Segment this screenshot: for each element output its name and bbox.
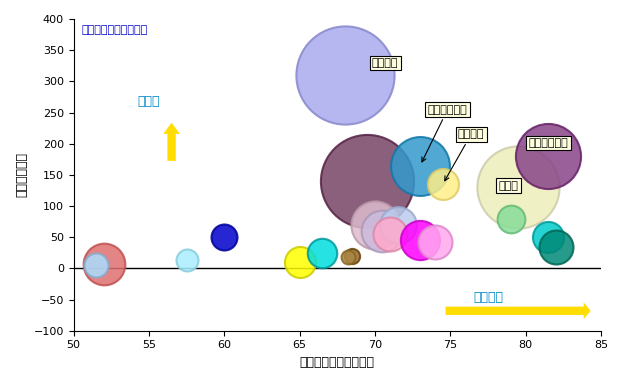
Point [392, 222, 402, 228]
Point [378, 228, 388, 234]
Y-axis label: 権利者スコア: 権利者スコア [15, 152, 28, 197]
Point [91, 262, 101, 268]
Text: 三井金属鉱業: 三井金属鉱業 [422, 104, 467, 162]
Text: 円の大きさ：出願件数: 円の大きさ：出願件数 [81, 25, 148, 35]
Point [415, 237, 425, 243]
Point [438, 181, 448, 187]
Point [543, 153, 553, 159]
Point [370, 222, 380, 228]
Point [551, 243, 561, 250]
Point [340, 72, 350, 78]
Text: ソニー: ソニー [498, 180, 518, 190]
X-axis label: パテントスコア最高値: パテントスコア最高値 [300, 356, 375, 369]
Text: 昭和電工: 昭和電工 [445, 129, 484, 181]
Point [219, 234, 229, 240]
Text: 三洋電機: 三洋電機 [372, 58, 399, 68]
Point [182, 257, 192, 263]
Point [415, 162, 425, 169]
Point [317, 250, 327, 256]
Point [343, 254, 353, 260]
Point [295, 259, 305, 265]
Point [348, 253, 358, 259]
Text: 総合力: 総合力 [137, 95, 159, 108]
Point [543, 234, 553, 240]
Point [430, 238, 440, 245]
Text: 光る技術: 光る技術 [473, 291, 503, 304]
Point [513, 184, 523, 190]
Point [363, 178, 373, 184]
Point [99, 261, 109, 267]
Point [505, 215, 515, 222]
Point [385, 231, 395, 237]
Text: トヨタ自動車: トヨタ自動車 [529, 138, 568, 148]
